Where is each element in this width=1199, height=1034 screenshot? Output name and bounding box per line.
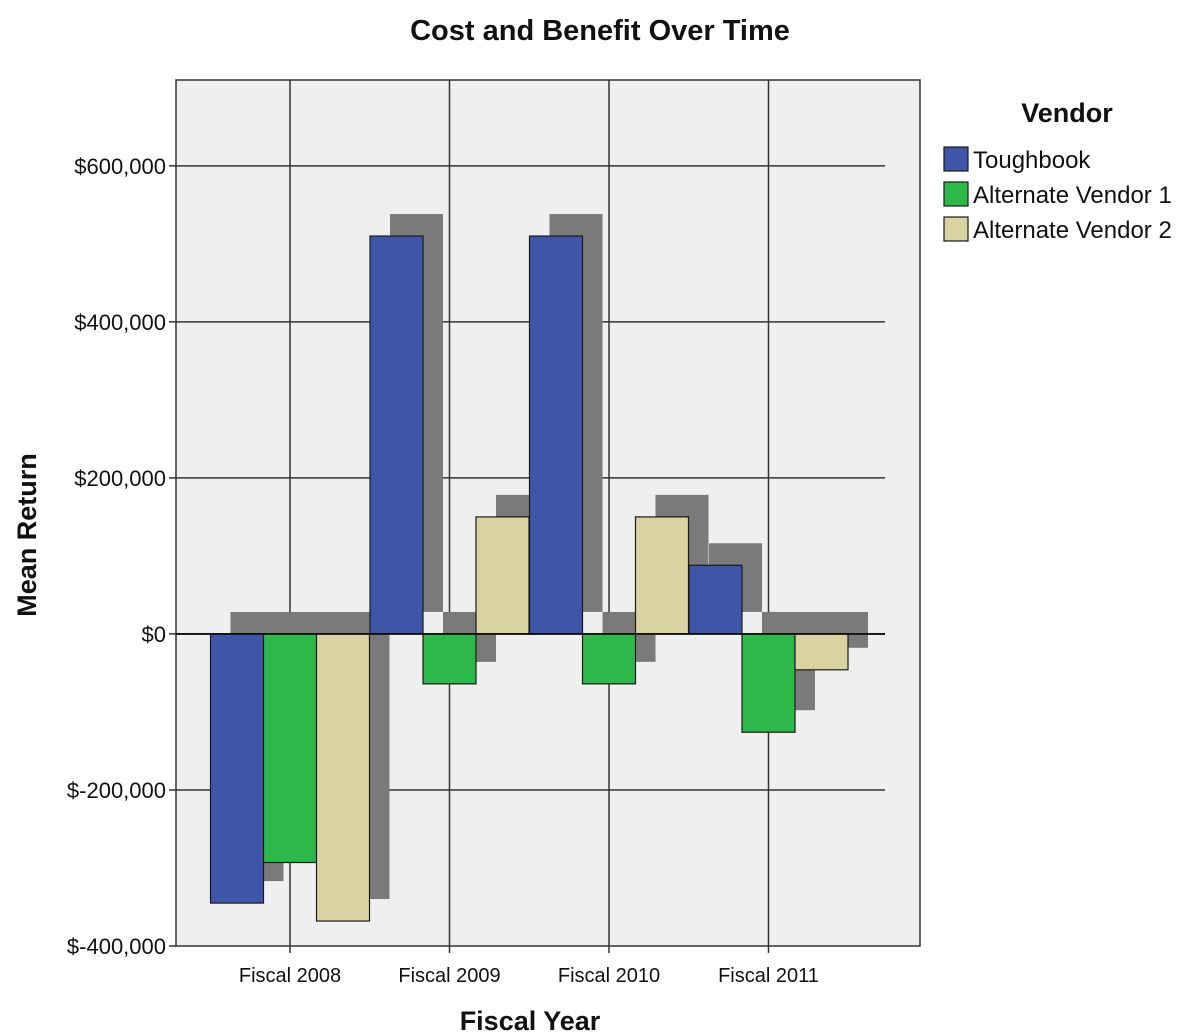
legend-title: Vendor [1021, 98, 1113, 128]
bar [794, 633, 849, 671]
y-axis-title: Mean Return [12, 453, 42, 617]
legend-swatch [943, 181, 969, 207]
x-tick-label: Fiscal 2010 [558, 965, 660, 987]
legend-label: Alternate Vendor 2 [973, 217, 1172, 244]
y-tick-label: $-400,000 [67, 934, 166, 959]
chart-title: Cost and Benefit Over Time [410, 15, 790, 47]
legend-label: Alternate Vendor 1 [973, 182, 1172, 209]
x-tick-label: Fiscal 2009 [398, 965, 500, 987]
x-tick-label: Fiscal 2011 [718, 965, 819, 987]
x-axis-ticks: Fiscal 2008 Fiscal 2009 Fiscal 2010 Fiscal … [239, 946, 819, 987]
y-tick-label: $200,000 [74, 466, 166, 491]
bar [262, 633, 318, 864]
bar [741, 633, 796, 733]
legend-label: Toughbook [973, 147, 1091, 174]
bar [369, 235, 424, 635]
y-tick-label: $600,000 [74, 154, 166, 179]
bar [688, 564, 743, 635]
x-tick-label: Fiscal 2008 [239, 965, 341, 987]
y-tick-label: $-200,000 [67, 778, 166, 803]
bar [634, 516, 690, 635]
legend-swatch [943, 146, 969, 172]
legend: Vendor Toughbook Alternate Vendor 1 Altern… [943, 98, 1172, 244]
x-axis-title: Fiscal Year [460, 1006, 601, 1034]
y-tick-label: $400,000 [74, 310, 166, 335]
bar [528, 235, 584, 635]
bar [475, 516, 530, 635]
legend-swatch [943, 216, 969, 242]
bars [209, 235, 849, 922]
bar [315, 633, 371, 922]
bar [581, 633, 637, 685]
y-axis-ticks: $-400,000 $-200,000 $0 $200,000 $400,000 $600… [67, 154, 176, 959]
bar [209, 633, 265, 904]
legend-items: Toughbook Alternate Vendor 1 Alternate Ven… [943, 146, 1172, 244]
y-tick-label: $0 [142, 622, 166, 647]
bar [422, 633, 477, 685]
